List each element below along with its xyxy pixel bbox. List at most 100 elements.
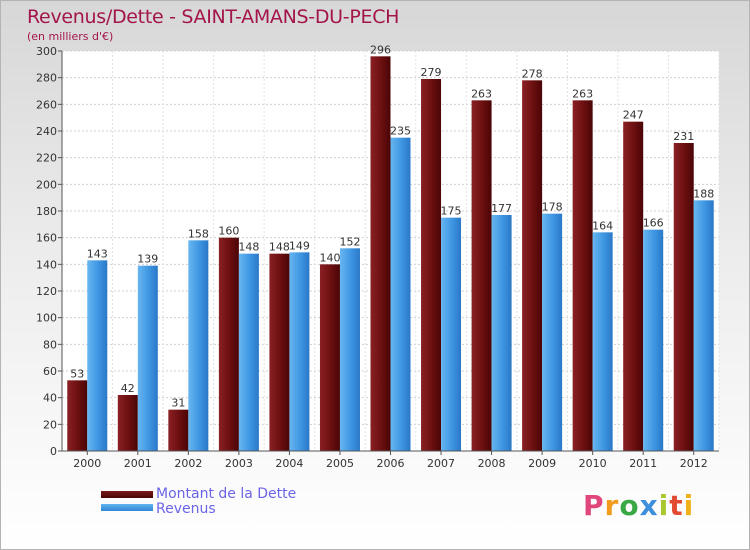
data-label-revenue: 158 [188, 227, 209, 240]
x-tick-label: 2012 [680, 457, 708, 470]
chart-subtitle: (en milliers d'€) [27, 30, 114, 43]
data-label-debt: 53 [70, 367, 84, 380]
x-tick-label: 2009 [528, 457, 556, 470]
x-tick-label: 2005 [326, 457, 354, 470]
data-label-debt: 279 [421, 66, 442, 79]
bar-revenue [87, 260, 108, 451]
x-tick-label: 2010 [579, 457, 607, 470]
y-tick-label: 140 [36, 258, 57, 271]
data-label-debt: 263 [471, 87, 492, 100]
data-label-debt: 247 [623, 109, 644, 122]
data-label-revenue: 188 [693, 187, 714, 200]
data-label-revenue: 235 [390, 125, 411, 138]
proxiti-logo: Proxiti [583, 489, 694, 522]
bar-debt [168, 409, 189, 451]
y-tick-label: 260 [36, 98, 57, 111]
x-tick-label: 2011 [629, 457, 657, 470]
data-label-revenue: 152 [339, 235, 360, 248]
y-tick-label: 220 [36, 152, 57, 165]
logo-letter: P [583, 489, 605, 522]
bar-debt [522, 80, 543, 451]
y-tick-label: 40 [43, 392, 57, 405]
y-tick-label: 300 [36, 45, 57, 58]
x-tick-label: 2000 [73, 457, 101, 470]
y-tick-label: 120 [36, 285, 57, 298]
bar-debt [623, 121, 644, 452]
data-label-revenue: 177 [491, 202, 512, 215]
data-label-revenue: 139 [137, 253, 158, 266]
y-tick-label: 240 [36, 125, 57, 138]
bar-revenue [289, 252, 310, 451]
data-label-revenue: 166 [643, 217, 664, 230]
y-tick-label: 180 [36, 205, 57, 218]
bar-debt [218, 237, 239, 451]
logo-letter: i [683, 489, 695, 522]
data-label-debt: 42 [121, 382, 135, 395]
data-label-revenue: 149 [289, 239, 310, 252]
data-label-revenue: 143 [87, 247, 108, 260]
data-label-revenue: 178 [542, 201, 563, 214]
logo-letter: r [604, 489, 620, 522]
bar-debt [269, 253, 290, 451]
bar-debt [117, 395, 138, 451]
data-label-revenue: 175 [441, 205, 462, 218]
data-label-debt: 231 [673, 130, 694, 143]
legend-swatch-revenue [101, 504, 153, 511]
y-tick-label: 80 [43, 338, 57, 351]
bar-debt [471, 100, 492, 451]
chart-title: Revenus/Dette - SAINT-AMANS-DU-PECH [27, 6, 400, 28]
data-label-debt: 263 [572, 87, 593, 100]
bar-debt [673, 143, 694, 451]
data-label-debt: 160 [218, 225, 239, 238]
x-tick-label: 2007 [427, 457, 455, 470]
bar-debt [319, 264, 340, 451]
logo-letter: i [658, 489, 670, 522]
bar-revenue [238, 253, 259, 451]
x-tick-label: 2002 [174, 457, 202, 470]
bar-revenue [592, 232, 613, 451]
bar-revenue [188, 240, 209, 451]
bar-revenue [643, 229, 664, 451]
bar-debt [421, 79, 442, 451]
data-label-debt: 31 [171, 397, 185, 410]
y-tick-label: 280 [36, 72, 57, 85]
y-tick-label: 20 [43, 418, 57, 431]
bar-debt [572, 100, 593, 451]
bar-revenue [491, 215, 512, 451]
data-label-revenue: 148 [238, 241, 259, 254]
bar-revenue [441, 217, 462, 451]
bar-revenue [390, 137, 411, 451]
data-label-debt: 296 [370, 43, 391, 56]
x-tick-label: 2008 [478, 457, 506, 470]
data-label-debt: 278 [522, 67, 543, 80]
x-tick-label: 2006 [377, 457, 405, 470]
axis-layer: 0 20 40 60 80 100 120 140 160 180 200 220 240 260 280 3… [36, 45, 719, 470]
y-tick-label: 100 [36, 312, 57, 325]
y-tick-label: 200 [36, 178, 57, 191]
logo-letter: o [619, 489, 640, 522]
bar-revenue [137, 265, 158, 451]
data-label-debt: 140 [319, 251, 340, 264]
x-tick-label: 2001 [124, 457, 152, 470]
bar-debt [67, 380, 88, 451]
bar-revenue [542, 213, 563, 451]
bar-revenue [339, 248, 360, 451]
x-tick-label: 2004 [275, 457, 303, 470]
legend-label-revenue: Revenus [156, 501, 216, 517]
y-tick-label: 60 [43, 365, 57, 378]
legend-swatch-debt [101, 491, 153, 498]
bar-revenue [693, 200, 714, 451]
logo-letter: t [669, 489, 684, 522]
logo-letter: x [639, 489, 659, 522]
y-tick-label: 160 [36, 232, 57, 245]
bar-debt [370, 56, 391, 451]
legend-label-debt: Montant de la Dette [156, 486, 297, 502]
x-tick-label: 2003 [225, 457, 253, 470]
y-tick-label: 0 [50, 445, 57, 458]
bars-layer [67, 56, 714, 452]
data-label-revenue: 164 [592, 219, 613, 232]
data-label-debt: 148 [269, 241, 290, 254]
